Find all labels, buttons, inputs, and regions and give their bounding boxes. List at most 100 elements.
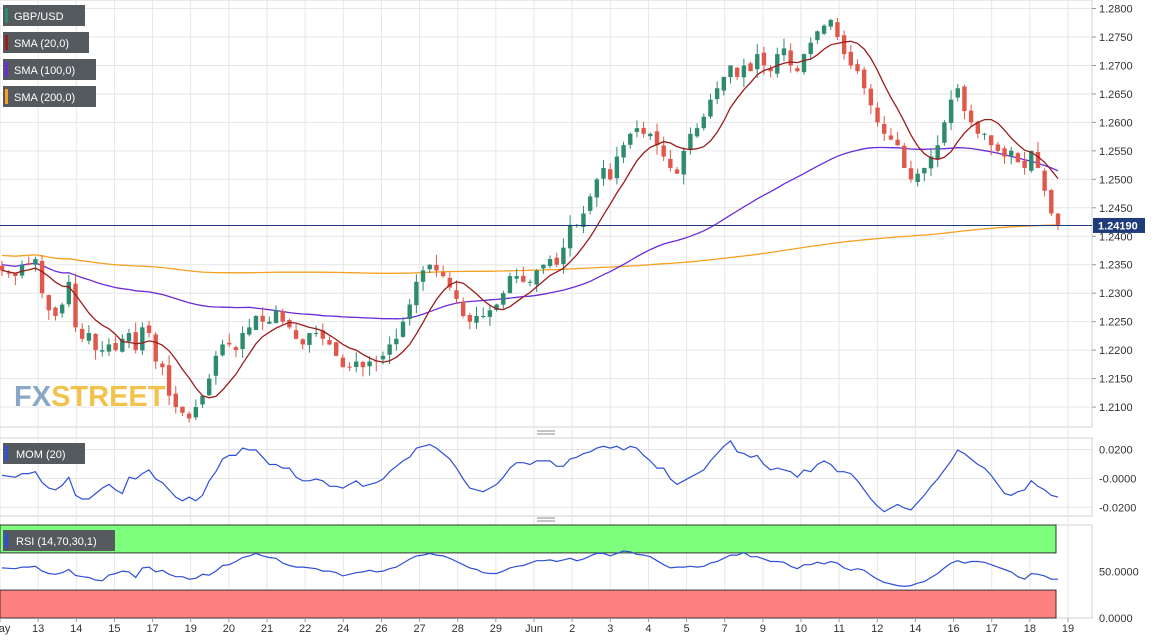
- candle[interactable]: [280, 308, 285, 325]
- candle[interactable]: [467, 312, 473, 330]
- candle[interactable]: [1035, 141, 1041, 169]
- candle[interactable]: [186, 411, 192, 423]
- candle[interactable]: [494, 303, 499, 312]
- candle[interactable]: [668, 149, 673, 172]
- candle[interactable]: [995, 141, 1001, 154]
- candle[interactable]: [641, 121, 646, 138]
- candle[interactable]: [260, 307, 265, 331]
- candle[interactable]: [861, 66, 867, 95]
- candle[interactable]: [394, 328, 399, 351]
- candle[interactable]: [233, 345, 239, 358]
- candle[interactable]: [614, 146, 620, 185]
- candle[interactable]: [868, 83, 874, 115]
- candle[interactable]: [781, 38, 787, 62]
- candle[interactable]: [113, 336, 118, 352]
- candle[interactable]: [46, 294, 51, 320]
- candle[interactable]: [594, 177, 600, 207]
- candle[interactable]: [434, 254, 439, 278]
- candle[interactable]: [534, 269, 539, 292]
- candle[interactable]: [928, 149, 934, 177]
- candle[interactable]: [86, 325, 92, 345]
- candle[interactable]: [73, 273, 78, 332]
- candle[interactable]: [440, 265, 446, 278]
- candle[interactable]: [66, 274, 72, 308]
- candle[interactable]: [93, 333, 98, 360]
- candle[interactable]: [146, 320, 152, 338]
- candle[interactable]: [768, 65, 773, 78]
- candle[interactable]: [253, 315, 259, 331]
- candle[interactable]: [220, 339, 225, 357]
- candle[interactable]: [882, 115, 887, 141]
- candle[interactable]: [547, 255, 553, 269]
- candle[interactable]: [1049, 188, 1054, 217]
- candle[interactable]: [474, 306, 479, 329]
- candle[interactable]: [527, 279, 533, 287]
- candle[interactable]: [621, 141, 626, 164]
- legend-rsi[interactable]: RSI (14,70,30,1): [3, 530, 115, 551]
- panel-splitter-1[interactable]: [537, 430, 555, 435]
- legend-mom[interactable]: MOM (20): [3, 443, 85, 464]
- candle[interactable]: [140, 322, 145, 355]
- panel-splitter-2[interactable]: [537, 517, 555, 522]
- candle[interactable]: [173, 385, 178, 414]
- candle[interactable]: [507, 272, 513, 294]
- candle[interactable]: [828, 18, 833, 30]
- candle[interactable]: [1042, 168, 1047, 197]
- candle[interactable]: [634, 120, 640, 138]
- candle[interactable]: [80, 323, 85, 343]
- candle[interactable]: [126, 328, 132, 349]
- candle[interactable]: [39, 255, 45, 299]
- candle[interactable]: [100, 341, 105, 357]
- candle[interactable]: [360, 360, 366, 377]
- candle[interactable]: [206, 374, 212, 397]
- candle[interactable]: [734, 66, 740, 80]
- candle[interactable]: [454, 280, 459, 305]
- candle[interactable]: [902, 142, 907, 168]
- candle[interactable]: [587, 193, 593, 215]
- candle[interactable]: [227, 333, 232, 348]
- candle[interactable]: [648, 132, 653, 141]
- candle[interactable]: [681, 147, 686, 185]
- candle[interactable]: [721, 76, 727, 96]
- candle[interactable]: [240, 326, 245, 358]
- candle[interactable]: [414, 274, 419, 314]
- candle[interactable]: [106, 338, 112, 356]
- candle[interactable]: [848, 44, 854, 70]
- candle[interactable]: [354, 352, 359, 373]
- legend-sma-100[interactable]: SMA (100,0): [3, 59, 96, 80]
- candle[interactable]: [855, 59, 860, 74]
- candle[interactable]: [247, 318, 252, 337]
- candle[interactable]: [935, 135, 940, 168]
- candle[interactable]: [33, 256, 38, 272]
- candle[interactable]: [808, 37, 813, 60]
- candle[interactable]: [514, 268, 519, 284]
- candle[interactable]: [273, 305, 279, 324]
- candle[interactable]: [166, 355, 172, 406]
- candle[interactable]: [741, 58, 747, 88]
- candle[interactable]: [481, 307, 486, 319]
- candle[interactable]: [541, 264, 546, 274]
- candle[interactable]: [53, 306, 58, 321]
- candle[interactable]: [728, 65, 733, 84]
- candle[interactable]: [1029, 150, 1034, 173]
- candle[interactable]: [340, 354, 346, 368]
- candle[interactable]: [755, 43, 760, 78]
- legend-sma-20[interactable]: SMA (20,0): [3, 32, 89, 53]
- candle[interactable]: [628, 132, 633, 149]
- candle[interactable]: [821, 24, 827, 36]
- candle[interactable]: [153, 331, 158, 370]
- candle[interactable]: [333, 341, 339, 357]
- candle[interactable]: [948, 90, 954, 131]
- candle[interactable]: [701, 113, 706, 131]
- candle[interactable]: [975, 120, 980, 139]
- candle[interactable]: [0, 260, 5, 277]
- candle[interactable]: [694, 123, 700, 138]
- candle[interactable]: [293, 323, 299, 340]
- candle[interactable]: [267, 316, 272, 325]
- candle[interactable]: [133, 322, 138, 354]
- candle[interactable]: [427, 264, 432, 273]
- candle[interactable]: [908, 160, 914, 183]
- candle[interactable]: [554, 252, 559, 268]
- legend-gbpusd[interactable]: GBP/USD: [3, 5, 85, 26]
- candle[interactable]: [714, 81, 720, 105]
